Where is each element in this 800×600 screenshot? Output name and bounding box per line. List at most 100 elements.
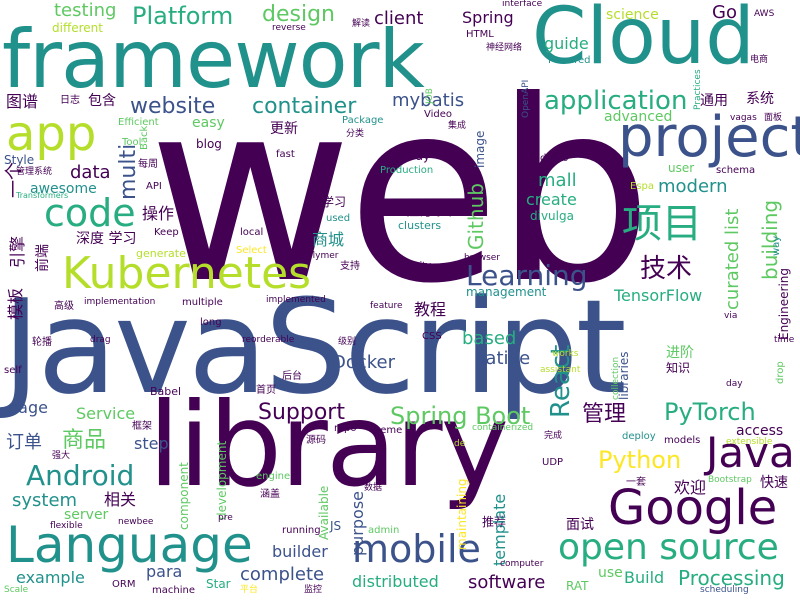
word-pingtai: 平台 [240,585,259,595]
word-para: para [146,562,183,581]
word-models: models [664,435,701,446]
word-production: Production [380,165,434,176]
word-package: Package [342,115,384,126]
word-repo: repo [334,423,357,434]
word-feature: feature [370,301,403,311]
word-mianban: 面板 [764,113,783,123]
word-tuijian: 推荐 [482,515,507,529]
word-jiaocheng: 教程 [414,300,447,319]
word-job: JOB [425,88,435,104]
word-google: Google [608,480,778,536]
word-rizhi: 日志 [60,95,80,106]
word-cloud-text: Cloud [532,0,755,82]
word-jibie: 级别 [338,337,357,347]
word-awesome: awesome [30,181,97,197]
word-app: app [6,106,97,162]
word-orm: ORM [112,579,136,590]
word-shenjing: 神经网络 [486,43,523,53]
word-kuangjia: 框架 [132,421,152,432]
word-scheduling: scheduling [700,585,749,595]
word-docker: Docker [332,352,396,373]
word-step: step [134,434,169,453]
word-kuaisu: 快速 [760,475,788,491]
word-development: development [215,440,229,520]
word-babel: Babel [150,385,182,398]
word-browser: browser [464,253,501,263]
word-openapi: OpenAPI [521,79,531,118]
word-zhichi: 支持 [340,261,360,272]
word-vagas: vagas [730,113,757,123]
word-curated-list: curated list [722,208,743,310]
word-extensible: extensible [726,437,773,447]
word-learning: Learning [466,259,588,292]
word-shuju: 数据 [364,483,383,493]
word-processing: Processing [678,566,785,590]
word-jiedu: 解读 [352,19,371,29]
word-jicheng: 集成 [448,121,467,131]
word-houtai: 后台 [282,371,302,382]
word-lunbo: 轮播 [32,337,52,348]
word-advanced: advanced [604,109,673,125]
word-moban: 模板 [6,287,25,320]
word-design: design [262,2,335,27]
word-tool: Tool [122,137,142,148]
word-xuexi: 学习 [322,195,347,209]
word-application: application [544,86,688,116]
word-reverse: reverse [272,23,306,33]
word-complete: complete [240,564,325,585]
word-xitong: 系统 [746,91,774,107]
word-qiangda: 强大 [52,451,71,461]
word-access: access [736,423,784,439]
word-purpose: purpose [348,491,367,556]
word-gaoji: 高级 [54,301,74,312]
word-container: container [252,94,357,119]
word-dingdan: 订单 [6,432,42,453]
word-multiple: multiple [182,297,223,308]
word-computer: computer [500,559,544,569]
word-java: Java [706,428,795,477]
word-works: works [552,349,579,359]
word-running: running [282,525,321,536]
word-management: management [466,285,547,299]
word-language: Language [6,516,253,574]
word-guanli-xitong: 管理系统 [16,167,53,177]
word-website: website [130,94,216,119]
word-js: JS [330,519,342,533]
word-keep: Keep [154,227,179,238]
word-flexible: flexible [50,521,83,531]
word-collection: collection [611,356,621,400]
word-star: Star [206,577,231,591]
word-pytorch: PyTorch [664,398,756,426]
word-guide: guide [544,34,589,53]
word-chengxuyuan: 程序员 [404,200,453,219]
word-python: Python [598,446,682,474]
word-way: way [771,235,782,256]
word-service: Service [76,404,136,423]
word-gengxin: 更新 [270,121,298,137]
word-builder: builder [272,542,328,561]
word-blog: blog [196,137,222,151]
word-kubernetes: Kubernetes [62,248,312,299]
word-back: Back [139,125,150,150]
word-library: library [148,378,509,513]
word-v2ray: v2ray [396,149,431,163]
word-udp: UDP [542,457,564,468]
word-time: time [774,335,795,345]
word-maintaining: maintaining [455,478,469,550]
word-divulga: divulga [530,209,574,223]
word-platform: Platform [132,2,234,30]
word-via: via [724,311,738,321]
word-distributed: distributed [352,572,439,591]
word-machine: machine [152,585,195,596]
word-project: project [618,105,800,170]
word-use: use [598,565,623,581]
word-testing: testing [54,0,117,21]
word-engine: engine [256,471,291,482]
word-zhishi: 知识 [666,361,691,375]
word-javascript: JavaScript [2,271,627,423]
word-reorderable: reorderable [242,335,295,345]
word-multi: multi [116,143,141,200]
word-open-source: open source [558,527,779,568]
word-shouye: 首页 [256,385,276,396]
word-deploy: deploy [622,431,656,442]
